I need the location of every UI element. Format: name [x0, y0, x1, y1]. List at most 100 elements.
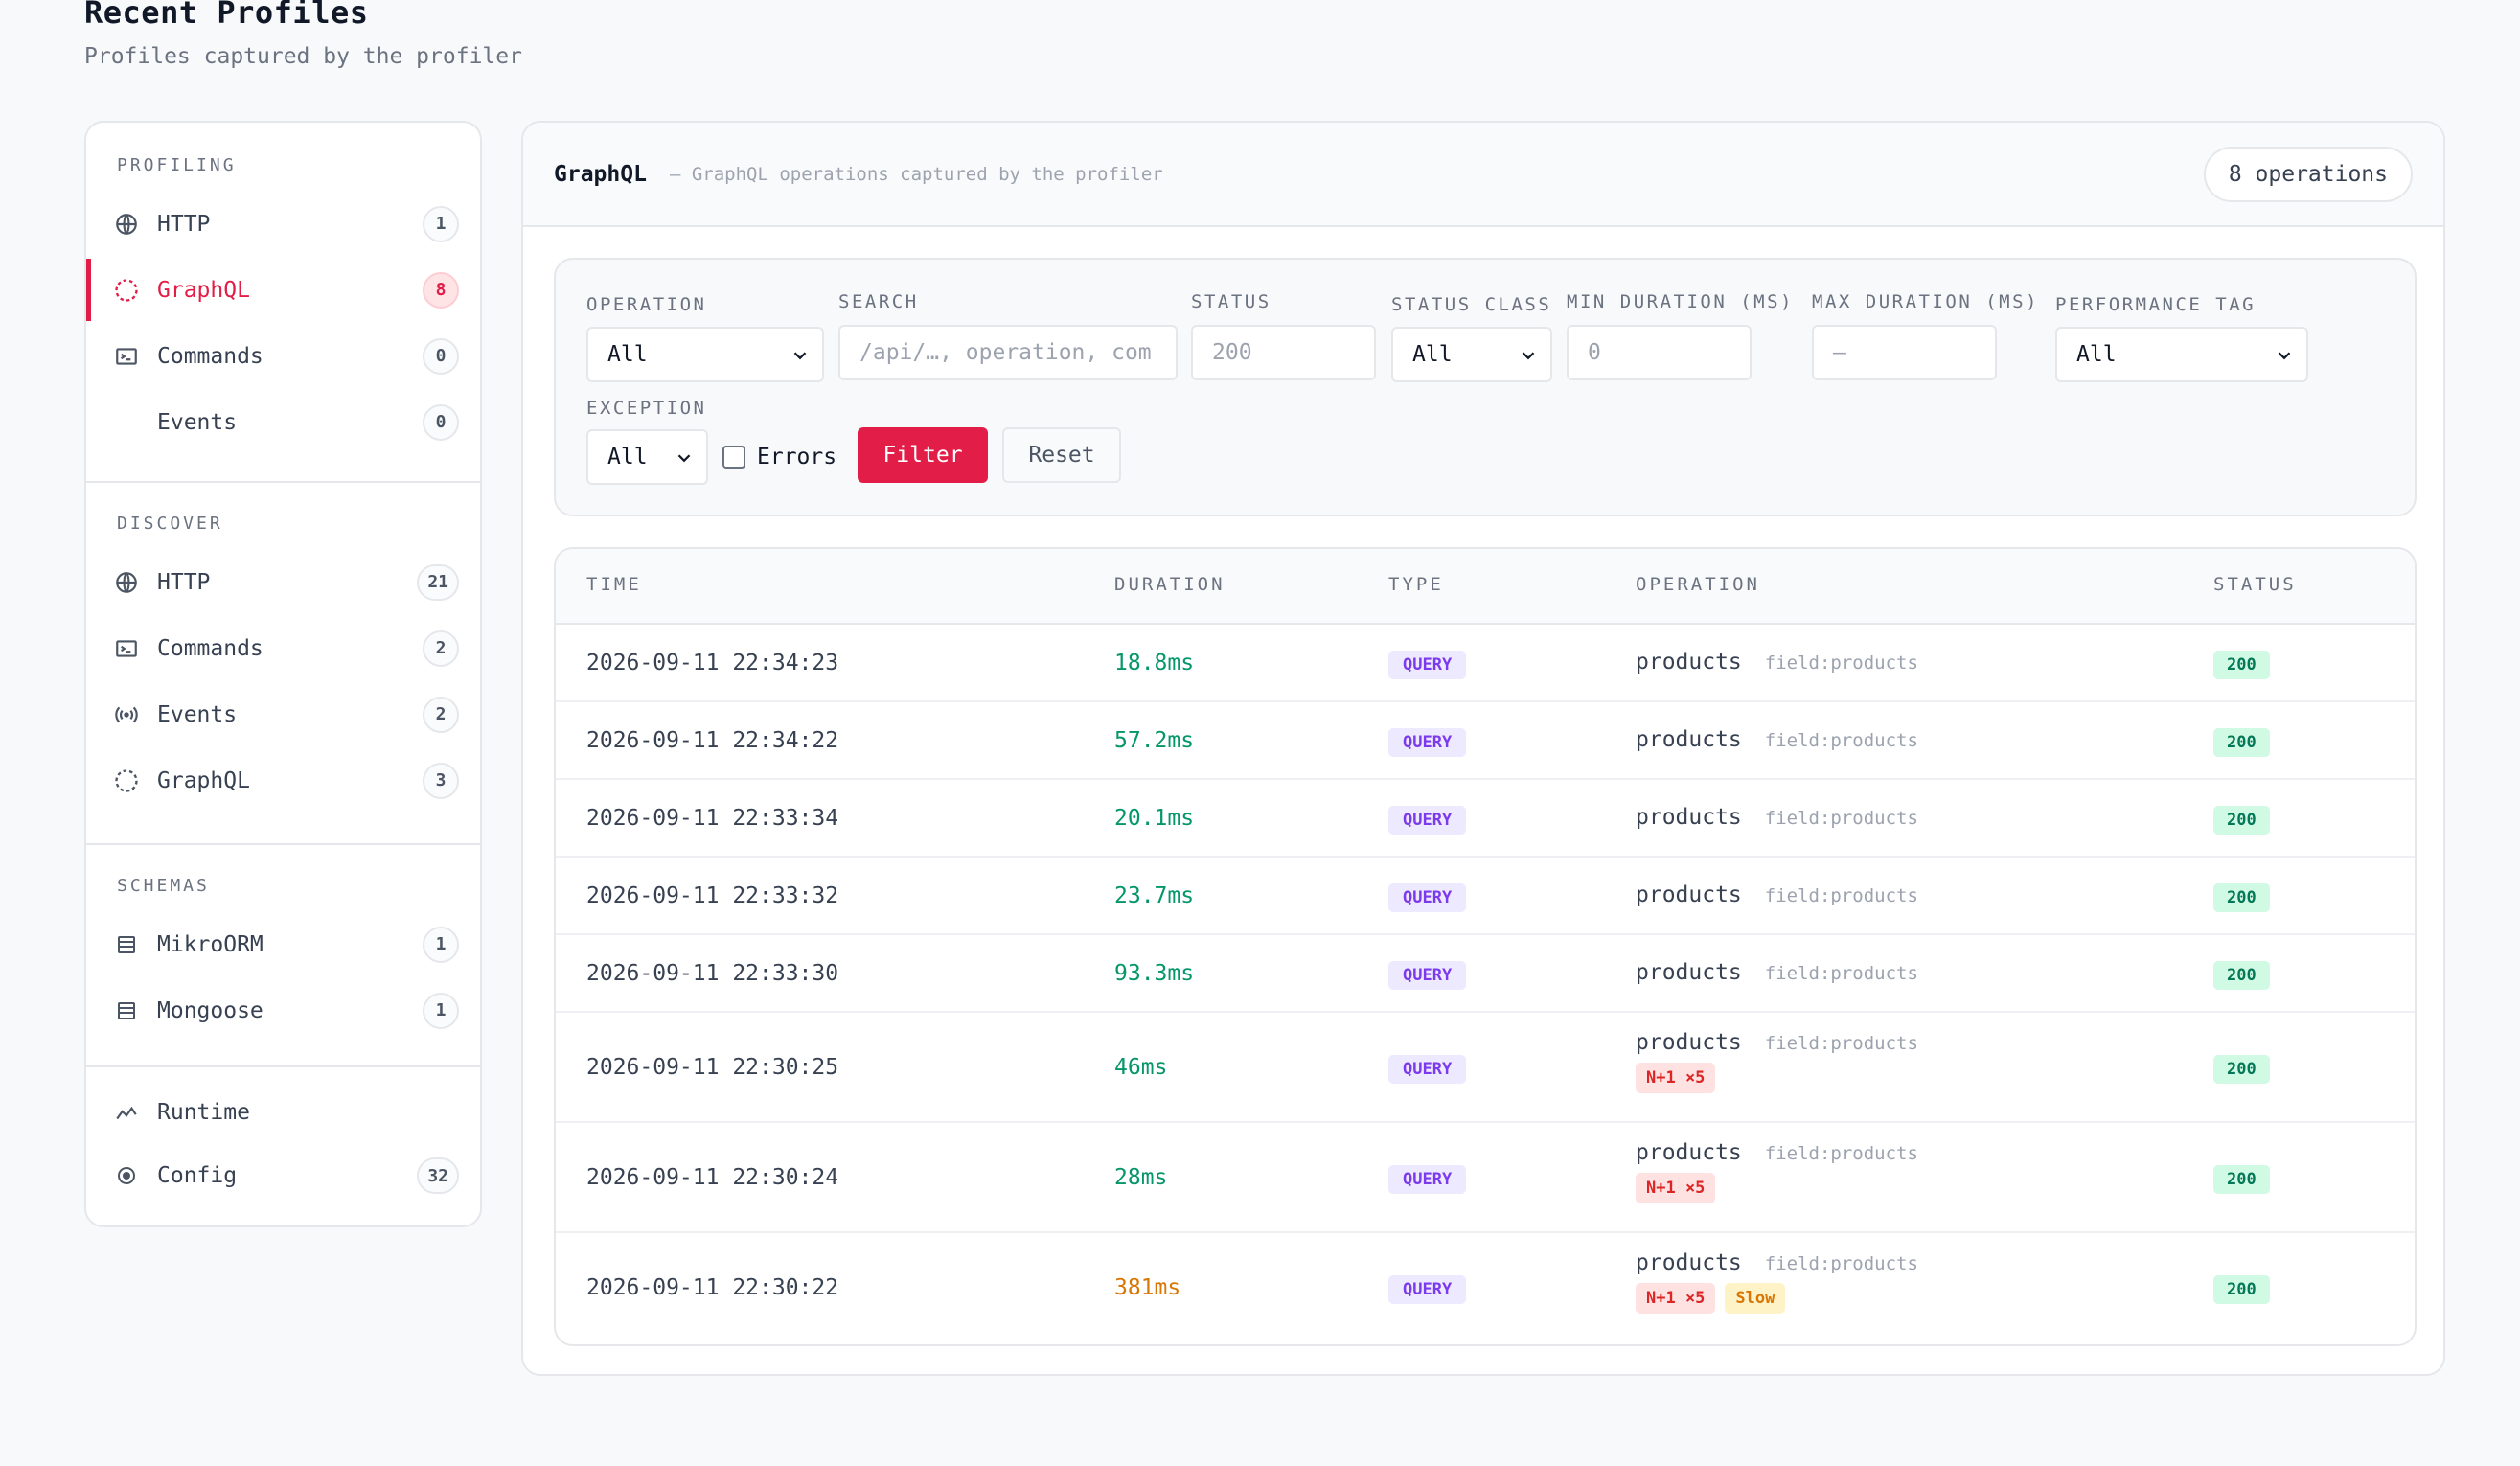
sidebar-item-profiling-commands[interactable]: Commands 0: [86, 323, 480, 389]
sidebar-item-label: Config: [157, 1163, 238, 1188]
time-cell: 2026-09-11 22:30:25: [586, 1054, 839, 1080]
table-row[interactable]: 2026-09-11 22:34:23 18.8ms QUERY products fi…: [556, 625, 2415, 702]
duration-cell: 18.8ms: [1114, 650, 1195, 676]
errors-checkbox[interactable]: [722, 446, 745, 469]
table-row[interactable]: 2026-09-11 22:33:30 93.3ms QUERY products fi…: [556, 935, 2415, 1013]
sidebar-section-other: Runtime Config 32: [86, 1067, 480, 1207]
search-input[interactable]: /api/…, operation, com: [838, 325, 1178, 380]
status-filter-label: STATUS: [1191, 291, 1271, 312]
sidebar-item-profiling-graphql[interactable]: GraphQL 8: [86, 257, 480, 323]
operation-cell: products field:products N+1 ×5 Slow: [1636, 1250, 1918, 1314]
panel-subtitle: — GraphQL operations captured by the pro…: [669, 163, 1163, 185]
operation-name: products: [1636, 1140, 1742, 1165]
duration-cell: 93.3ms: [1114, 960, 1195, 986]
operation-field: field:products: [1764, 884, 1918, 906]
globe-icon: [113, 211, 140, 238]
operation-line: products field:products: [1636, 1250, 1918, 1275]
performance-tag-select[interactable]: All: [2055, 327, 2308, 382]
performance-tags: N+1 ×5: [1636, 1063, 1918, 1093]
operation-filter-label: OPERATION: [586, 294, 707, 315]
operation-select[interactable]: All: [586, 327, 824, 382]
status-input[interactable]: 200: [1191, 325, 1376, 380]
status-badge: 200: [2213, 1164, 2270, 1194]
sidebar-item-discover-http[interactable]: HTTP 21: [86, 549, 480, 615]
table-row[interactable]: 2026-09-11 22:33:34 20.1ms QUERY products fi…: [556, 780, 2415, 858]
operation-line: products field:products: [1636, 727, 1918, 752]
sidebar-section-title: SCHEMAS: [117, 876, 210, 896]
chevron-down-icon: [1522, 352, 1535, 360]
operation-select-value: All: [607, 342, 648, 367]
time-cell: 2026-09-11 22:30:24: [586, 1164, 839, 1190]
sidebar-item-discover-graphql[interactable]: GraphQL 3: [86, 747, 480, 813]
count-badge: 0: [423, 337, 459, 375]
sidebar-item-label: Runtime: [157, 1100, 250, 1125]
table-row[interactable]: 2026-09-11 22:30:25 46ms QUERY products fiel…: [556, 1013, 2415, 1123]
table-icon: [113, 997, 140, 1024]
operation-name: products: [1636, 804, 1742, 830]
performance-tags: N+1 ×5 Slow: [1636, 1283, 1918, 1314]
type-badge: QUERY: [1388, 650, 1467, 679]
duration-cell: 381ms: [1114, 1274, 1181, 1300]
config-icon: [113, 1162, 140, 1189]
sidebar-item-discover-events[interactable]: Events 2: [86, 681, 480, 747]
operation-cell: products field:products: [1636, 960, 1918, 985]
duration-cell: 57.2ms: [1114, 727, 1195, 753]
sidebar-item-label: Events: [157, 701, 238, 727]
sidebar-item-schemas-mikroorm[interactable]: MikroORM 1: [86, 911, 480, 977]
operation-field: field:products: [1764, 962, 1918, 984]
n-plus-one-tag: N+1 ×5: [1636, 1283, 1716, 1314]
type-badge: QUERY: [1388, 1054, 1467, 1084]
n-plus-one-tag: N+1 ×5: [1636, 1173, 1716, 1203]
table-row[interactable]: 2026-09-11 22:30:22 381ms QUERY products fie…: [556, 1233, 2415, 1343]
exception-select[interactable]: All: [586, 429, 708, 485]
sidebar-item-config[interactable]: Config 32: [86, 1144, 480, 1207]
sidebar-section-profiling: PROFILING HTTP 1 GraphQL 8 Comman: [86, 123, 480, 483]
filter-button[interactable]: Filter: [858, 427, 988, 483]
status-badge: 200: [2213, 1274, 2270, 1304]
table-row[interactable]: 2026-09-11 22:33:32 23.7ms QUERY products fi…: [556, 858, 2415, 935]
sidebar-item-label: Commands: [157, 635, 263, 661]
sidebar-item-label: HTTP: [157, 211, 211, 237]
count-badge: 1: [423, 926, 459, 963]
time-cell: 2026-09-11 22:33:34: [586, 805, 839, 831]
operation-line: products field:products: [1636, 650, 1918, 675]
column-header-status[interactable]: STATUS: [2213, 574, 2297, 595]
performance-tag-select-value: All: [2076, 342, 2117, 367]
sidebar-item-label: GraphQL: [157, 277, 250, 303]
column-header-operation[interactable]: OPERATION: [1636, 574, 1760, 595]
sidebar-section-discover: DISCOVER HTTP 21 Commands 2 Event: [86, 483, 480, 845]
filter-form: OPERATION All SEARCH /api/…, operation, …: [554, 258, 2417, 516]
errors-checkbox-label: Errors: [757, 445, 837, 470]
sidebar-item-profiling-http[interactable]: HTTP 1: [86, 191, 480, 257]
reset-button[interactable]: Reset: [1002, 427, 1121, 483]
status-badge: 200: [2213, 882, 2270, 912]
column-header-time[interactable]: TIME: [586, 574, 642, 595]
errors-checkbox-wrapper[interactable]: Errors: [722, 445, 836, 470]
chevron-down-icon: [793, 352, 807, 360]
operation-name: products: [1636, 882, 1742, 907]
count-badge: 8: [423, 271, 459, 309]
status-class-select[interactable]: All: [1391, 327, 1552, 382]
page-title: Recent Profiles: [84, 0, 369, 31]
status-badge: 200: [2213, 960, 2270, 990]
min-duration-input[interactable]: 0: [1567, 325, 1752, 380]
sidebar-item-discover-commands[interactable]: Commands 2: [86, 615, 480, 681]
type-badge: QUERY: [1388, 727, 1467, 757]
max-duration-input[interactable]: —: [1812, 325, 1997, 380]
operation-cell: products field:products: [1636, 882, 1918, 907]
status-class-filter-label: STATUS CLASS: [1391, 294, 1552, 315]
operation-cell: products field:products: [1636, 805, 1918, 830]
count-badge: 2: [423, 696, 459, 733]
table-row[interactable]: 2026-09-11 22:30:24 28ms QUERY products fiel…: [556, 1123, 2415, 1233]
operation-cell: products field:products: [1636, 727, 1918, 752]
sidebar-item-profiling-events[interactable]: Events 0: [86, 389, 480, 455]
min-duration-filter-label: MIN DURATION (MS): [1567, 291, 1794, 312]
table-header: TIME DURATION TYPE OPERATION STATUS: [556, 549, 2415, 625]
column-header-duration[interactable]: DURATION: [1114, 574, 1226, 595]
sidebar-item-schemas-mongoose[interactable]: Mongoose 1: [86, 977, 480, 1043]
column-header-type[interactable]: TYPE: [1388, 574, 1444, 595]
sidebar-item-runtime[interactable]: Runtime: [86, 1081, 480, 1144]
sidebar-section-title: DISCOVER: [117, 514, 223, 534]
operation-name: products: [1636, 1030, 1742, 1055]
table-row[interactable]: 2026-09-11 22:34:22 57.2ms QUERY products fi…: [556, 702, 2415, 780]
